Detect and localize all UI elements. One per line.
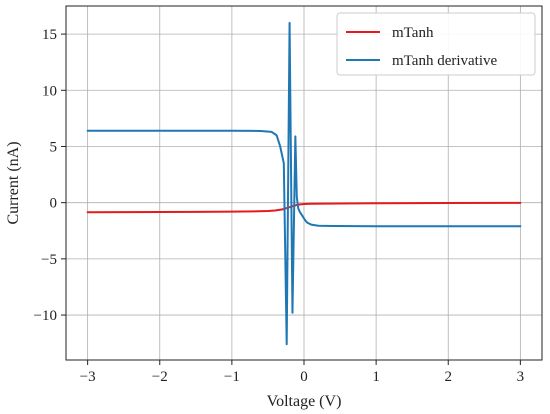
- x-axis-title: Voltage (V): [267, 393, 342, 410]
- y-tick-label: 0: [50, 196, 58, 212]
- y-tick-label: −5: [41, 252, 57, 268]
- y-axis-title: Current (nA): [5, 141, 22, 224]
- legend-box: [336, 12, 536, 76]
- legend-label-mtanh: mTanh: [392, 25, 434, 41]
- series-line-mtanh: [86, 201, 522, 214]
- x-tick-label: −3: [80, 369, 96, 385]
- y-tick-label: −10: [34, 308, 57, 324]
- y-tick-label: 15: [42, 27, 57, 43]
- x-tick-label: −1: [224, 369, 240, 385]
- legend: mTanh mTanh derivative: [336, 12, 536, 76]
- y-tick-label: 10: [42, 83, 57, 99]
- series-line-mtanh-derivative: [86, 21, 522, 346]
- x-tick-label: 1: [372, 369, 380, 385]
- x-tick-label: 3: [517, 369, 525, 385]
- x-tick-label: −2: [152, 369, 168, 385]
- x-tick-label: 2: [444, 369, 452, 385]
- series-layer: [86, 21, 522, 346]
- y-tick-label: 5: [50, 139, 58, 155]
- legend-label-mtanh-derivative: mTanh derivative: [392, 53, 498, 69]
- x-tick-label: 0: [300, 369, 308, 385]
